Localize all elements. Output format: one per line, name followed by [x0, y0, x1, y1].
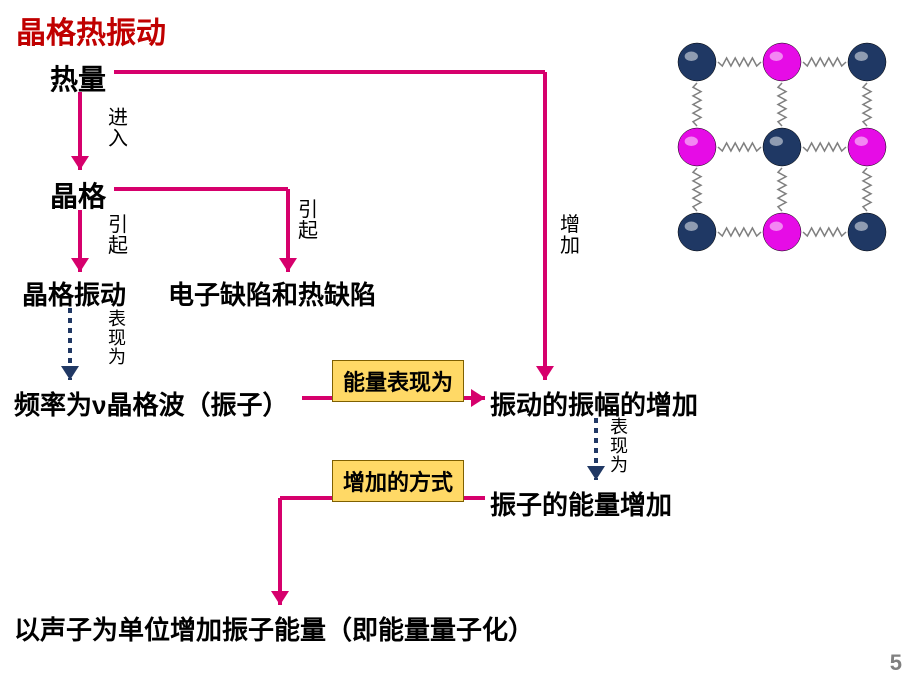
edge-label-l_expr2: 表 现 为	[610, 418, 628, 475]
edge-label-l_cause2: 引 起	[298, 200, 318, 242]
node-phonon: 以声子为单位增加振子能量（即能量量子化）	[14, 610, 534, 647]
node-defect: 电子缺陷和热缺陷	[168, 275, 376, 312]
node-energy: 振子的能量增加	[490, 485, 672, 522]
edge-label-l_enter: 进 入	[108, 108, 128, 150]
atom-2-0	[678, 213, 716, 251]
atom-2-1	[763, 213, 801, 251]
atom-0-1	[763, 43, 801, 81]
node-heat: 热量	[50, 58, 106, 98]
atom-1-0	[678, 128, 716, 166]
node-lattice: 晶格	[50, 175, 106, 215]
atom-1-2	[848, 128, 886, 166]
atom-0-0	[678, 43, 716, 81]
title: 晶格热振动	[16, 8, 166, 52]
atom-1-1	[763, 128, 801, 166]
node-amp: 振动的振幅的增加	[490, 385, 698, 422]
box-label-b_energy_as: 能量表现为	[332, 360, 464, 402]
atom-0-2	[848, 43, 886, 81]
page-number: 5	[890, 650, 902, 676]
edge-label-l_expr1: 表 现 为	[108, 310, 126, 367]
edge-label-l_increase: 增 加	[560, 215, 580, 257]
lattice-diagram	[675, 40, 889, 254]
node-wave: 频率为ν晶格波（振子）	[14, 385, 288, 422]
diagram-stage: 晶格热振动 热量晶格晶格振动 电子缺陷和热缺陷频率为ν晶格波（振子） 振动的振幅的增…	[0, 0, 920, 690]
node-vib: 晶格振动	[22, 275, 126, 312]
atom-2-2	[848, 213, 886, 251]
box-label-b_add_way: 增加的方式	[332, 460, 464, 502]
edge-label-l_cause1: 引 起	[108, 215, 128, 257]
